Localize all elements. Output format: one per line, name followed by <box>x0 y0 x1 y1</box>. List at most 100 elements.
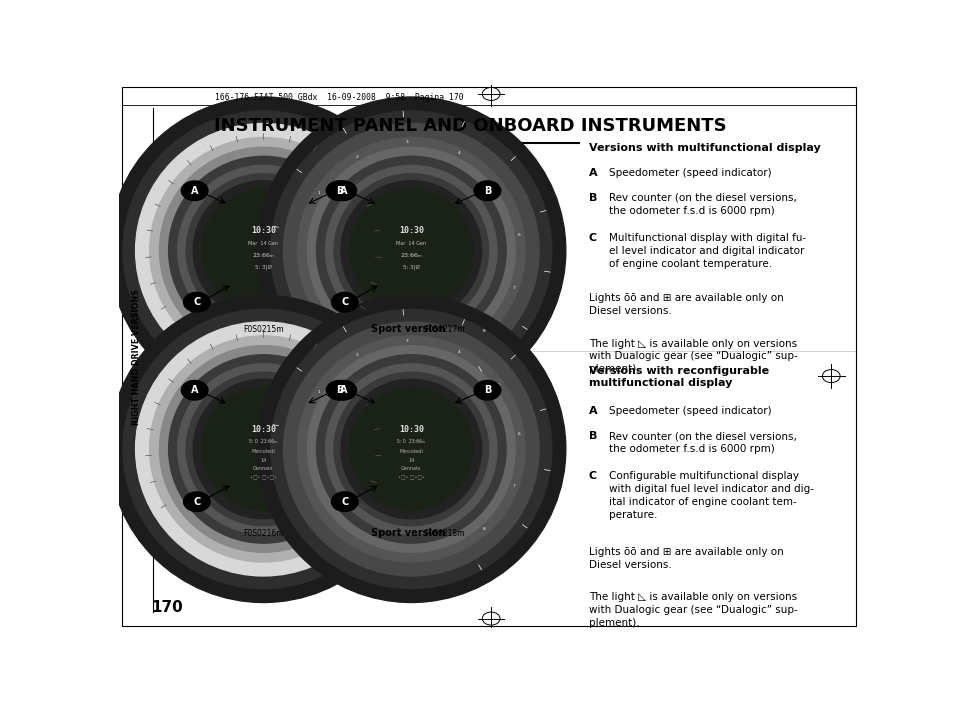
Circle shape <box>331 492 357 511</box>
Ellipse shape <box>169 156 358 345</box>
Circle shape <box>183 492 210 511</box>
Text: A: A <box>339 186 347 196</box>
Ellipse shape <box>325 364 497 534</box>
Circle shape <box>183 292 210 312</box>
Text: Sport version: Sport version <box>370 324 445 335</box>
Text: Versions with reconfigurable
multifunctional display: Versions with reconfigurable multifuncti… <box>588 366 768 388</box>
Text: B: B <box>335 385 343 395</box>
Ellipse shape <box>271 111 551 390</box>
Text: 5: 3|Ø: 5: 3|Ø <box>402 265 419 270</box>
Circle shape <box>330 181 356 201</box>
Text: •□• □•□•: •□• □•□• <box>250 476 276 481</box>
Ellipse shape <box>256 97 565 404</box>
Text: Multifunctional display with digital fu-
el level indicator and digital indicato: Multifunctional display with digital fu-… <box>609 233 806 269</box>
Circle shape <box>330 381 356 400</box>
Ellipse shape <box>271 309 551 589</box>
Text: Gennaio: Gennaio <box>400 466 421 471</box>
Text: Configurable multifunctional display
with digital fuel level indicator and dig-
: Configurable multifunctional display wit… <box>609 471 814 520</box>
Text: 10:30: 10:30 <box>398 425 423 434</box>
Text: A: A <box>339 385 347 395</box>
Ellipse shape <box>256 295 565 602</box>
Ellipse shape <box>135 322 391 576</box>
Ellipse shape <box>177 364 349 534</box>
Text: A: A <box>588 168 597 178</box>
Text: 3: 3 <box>406 339 409 343</box>
Text: 6: 6 <box>517 234 520 237</box>
Ellipse shape <box>123 309 403 589</box>
Text: B: B <box>483 385 491 395</box>
Ellipse shape <box>334 174 488 328</box>
Ellipse shape <box>150 336 376 562</box>
Circle shape <box>181 381 208 400</box>
Ellipse shape <box>341 181 481 321</box>
Ellipse shape <box>177 165 349 335</box>
Ellipse shape <box>193 379 334 519</box>
Text: 23:66ₘ: 23:66ₘ <box>400 253 422 258</box>
Text: Speedometer (speed indicator): Speedometer (speed indicator) <box>609 406 771 416</box>
Circle shape <box>181 181 208 201</box>
Text: B: B <box>335 186 343 196</box>
Ellipse shape <box>316 354 506 543</box>
Ellipse shape <box>349 189 473 312</box>
Text: 6: 6 <box>517 432 520 436</box>
Ellipse shape <box>349 388 473 510</box>
Text: A: A <box>191 385 198 395</box>
Text: 14: 14 <box>260 457 266 462</box>
Text: 2: 2 <box>355 155 358 159</box>
Text: 2: 2 <box>355 353 358 357</box>
Text: C: C <box>193 297 200 307</box>
Text: A: A <box>191 186 198 196</box>
Text: 4: 4 <box>457 151 460 155</box>
Text: Versions with multifunctional display: Versions with multifunctional display <box>588 143 820 153</box>
Ellipse shape <box>169 354 358 543</box>
Text: The light ◺ is available only on versions
with Dualogic gear (see “Dualogic” sup: The light ◺ is available only on version… <box>588 592 797 628</box>
Ellipse shape <box>109 295 417 602</box>
Circle shape <box>331 292 357 312</box>
Text: Sport version: Sport version <box>370 528 445 538</box>
Text: •□• □•□•: •□• □•□• <box>397 476 424 481</box>
Ellipse shape <box>123 111 403 390</box>
Circle shape <box>474 181 500 201</box>
Text: C: C <box>193 497 200 507</box>
Text: 1: 1 <box>317 191 320 195</box>
Text: 1: 1 <box>317 390 320 394</box>
Ellipse shape <box>159 148 367 354</box>
Ellipse shape <box>297 138 524 364</box>
Text: Lights ōō and ⊞ are available only on
Diesel versions.: Lights ōō and ⊞ are available only on Di… <box>588 294 782 316</box>
Text: C: C <box>341 497 348 507</box>
Text: The light ◺ is available only on versions
with Dualogic gear (see “Dualogic” sup: The light ◺ is available only on version… <box>588 339 797 374</box>
Text: C: C <box>588 233 597 243</box>
Text: Mercoledi: Mercoledi <box>252 449 275 454</box>
Ellipse shape <box>283 322 538 576</box>
Text: 5: 3|Ø: 5: 3|Ø <box>254 265 272 270</box>
Text: 23:66ₘ: 23:66ₘ <box>253 253 274 258</box>
Circle shape <box>474 381 500 400</box>
Ellipse shape <box>109 97 417 404</box>
Text: Mar  14 Gen: Mar 14 Gen <box>395 241 426 246</box>
Ellipse shape <box>135 124 391 378</box>
Ellipse shape <box>283 124 538 378</box>
Text: F0S0216m: F0S0216m <box>243 529 283 538</box>
Text: 7: 7 <box>512 285 515 289</box>
Text: Rev counter (on the diesel versions,
the odometer f.s.d is 6000 rpm): Rev counter (on the diesel versions, the… <box>609 431 797 454</box>
Text: B: B <box>483 186 491 196</box>
Text: RIGHT HAND DRIVE VERSIONS: RIGHT HAND DRIVE VERSIONS <box>132 289 141 424</box>
Text: Gennaio: Gennaio <box>253 466 274 471</box>
Text: Lights ōō and ⊞ are available only on
Diesel versions.: Lights ōō and ⊞ are available only on Di… <box>588 546 782 570</box>
Text: B: B <box>588 193 597 203</box>
Text: F0S0215m: F0S0215m <box>243 325 283 334</box>
Circle shape <box>326 381 353 400</box>
Text: 7: 7 <box>512 484 515 488</box>
Text: 14: 14 <box>408 457 414 462</box>
Text: 8: 8 <box>482 527 485 532</box>
Text: C: C <box>341 297 348 307</box>
Text: 170: 170 <box>152 600 183 615</box>
Text: Mercoledi: Mercoledi <box>399 449 423 454</box>
Circle shape <box>326 181 353 201</box>
Ellipse shape <box>334 372 488 526</box>
Text: 3: 3 <box>406 140 409 145</box>
Ellipse shape <box>159 346 367 552</box>
Text: 5: 0  23:66ₘ: 5: 0 23:66ₘ <box>249 439 277 445</box>
Ellipse shape <box>186 174 340 328</box>
Text: 8: 8 <box>482 329 485 333</box>
